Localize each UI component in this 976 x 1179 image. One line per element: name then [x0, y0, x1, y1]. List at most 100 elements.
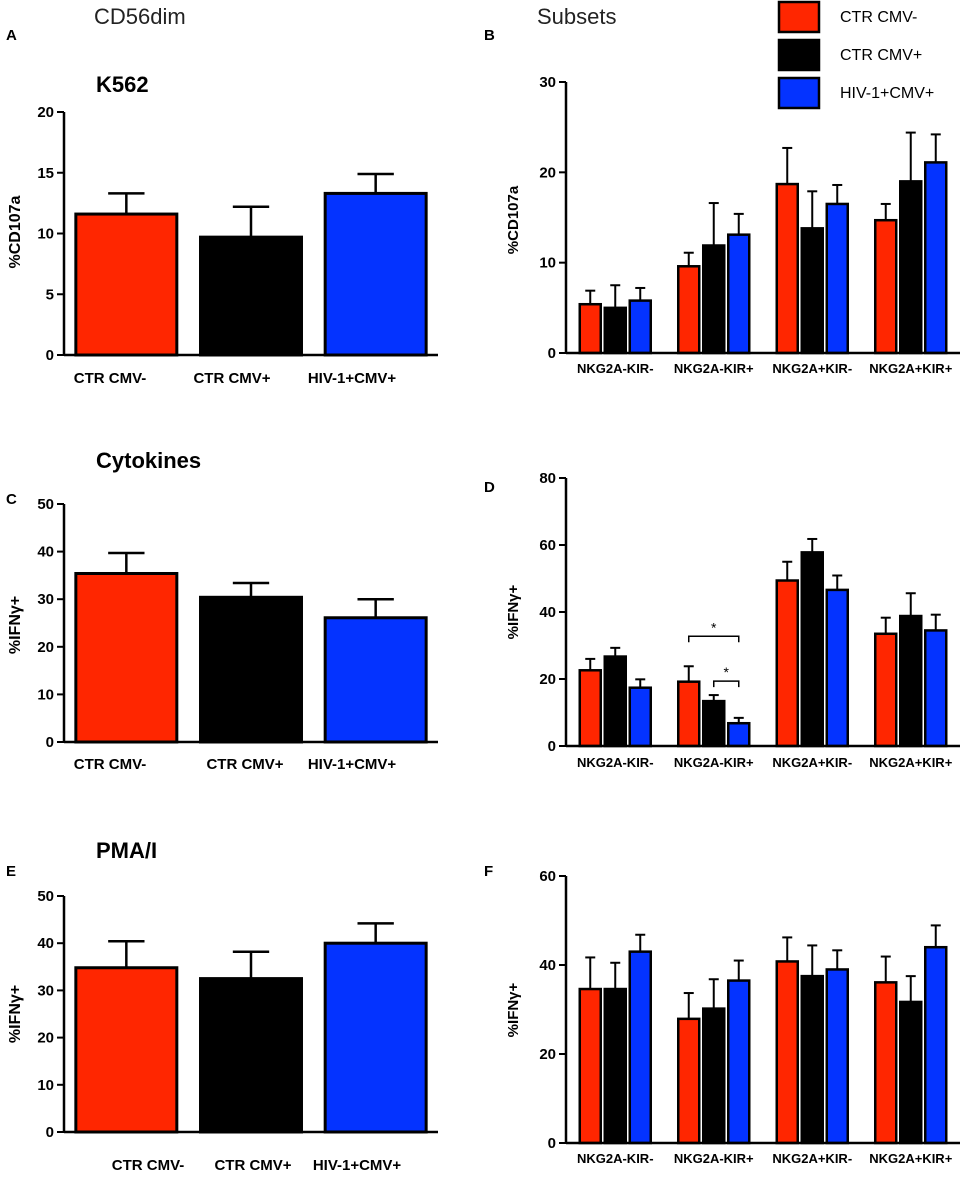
- x-tick-label: NKG2A+KIR+: [869, 1151, 952, 1166]
- bar: [578, 302, 602, 355]
- panel-title: K562: [96, 72, 149, 97]
- y-tick-label: 10: [37, 686, 54, 703]
- bar: [628, 950, 652, 1145]
- bar: [628, 686, 652, 748]
- significance-star: *: [724, 664, 730, 680]
- header-right: Subsets: [537, 4, 617, 29]
- x-tick-label: NKG2A-KIR-: [577, 755, 654, 770]
- x-tick-label: NKG2A-KIR+: [674, 361, 754, 376]
- panel-E: E PMA/I %IFNγ+ CTR CMV- CTR CMV+ HIV-1+CMV+ 0 1…: [6, 838, 438, 1174]
- y-tick-label: 20: [37, 1030, 54, 1047]
- bar: [74, 212, 179, 357]
- bar: [199, 235, 303, 357]
- legend-swatch: [777, 38, 821, 72]
- x-tick-label: NKG2A+KIR+: [869, 755, 952, 770]
- y-tick-label: 20: [37, 639, 54, 656]
- bar: [702, 244, 726, 355]
- bar: [825, 202, 849, 355]
- bar: [727, 721, 751, 748]
- y-tick-label: 60: [539, 868, 556, 885]
- bar: [323, 191, 428, 357]
- panel-label: D: [484, 479, 495, 496]
- x-tick-label: CTR CMV-: [74, 756, 147, 773]
- panel-A: A K562 %CD107a CTR CMV- CTR CMV+ HIV-1+CMV+ 0 5…: [6, 27, 438, 387]
- y-tick-label: 20: [37, 104, 54, 121]
- panel-label: C: [6, 491, 17, 508]
- bar: [603, 987, 627, 1145]
- y-tick-label: 0: [46, 347, 54, 364]
- bar: [924, 945, 948, 1145]
- x-tick-label: CTR CMV-: [74, 370, 147, 387]
- bar: [874, 632, 898, 748]
- x-tick-label: NKG2A+KIR-: [772, 755, 852, 770]
- bar: [628, 299, 652, 355]
- y-tick-label: 60: [539, 537, 556, 554]
- bar: [924, 629, 948, 748]
- bar: [677, 265, 701, 355]
- bar: [677, 1017, 701, 1145]
- legend-label: HIV-1+CMV+: [840, 85, 934, 102]
- x-tick-label: CTR CMV+: [206, 756, 283, 773]
- y-tick-label: 0: [548, 1135, 556, 1152]
- bar: [874, 981, 898, 1145]
- y-tick-label: 30: [37, 982, 54, 999]
- bar: [323, 616, 428, 744]
- legend-label: CTR CMV+: [840, 47, 922, 64]
- x-tick-label: NKG2A+KIR+: [869, 361, 952, 376]
- y-tick-label: 20: [539, 1046, 556, 1063]
- x-tick-label: NKG2A+KIR-: [772, 1151, 852, 1166]
- bar: [874, 218, 898, 355]
- x-tick-label: NKG2A-KIR+: [674, 755, 754, 770]
- bar: [800, 551, 824, 748]
- bar: [727, 979, 751, 1145]
- y-axis-label: %CD107a: [505, 185, 522, 254]
- x-tick-label: NKG2A-KIR+: [674, 1151, 754, 1166]
- y-tick-label: 40: [539, 604, 556, 621]
- x-tick-label: HIV-1+CMV+: [313, 1157, 402, 1174]
- bar: [578, 669, 602, 748]
- legend-label: CTR CMV-: [840, 9, 917, 26]
- bar: [74, 966, 179, 1134]
- panel-title: Cytokines: [96, 448, 201, 473]
- y-tick-label: 10: [37, 226, 54, 243]
- x-tick-label: CTR CMV-: [112, 1157, 185, 1174]
- panel-label: E: [6, 863, 16, 880]
- significance-star: *: [711, 619, 717, 635]
- significance-bracket: [713, 680, 740, 688]
- y-tick-label: 40: [539, 957, 556, 974]
- y-tick-label: 40: [37, 935, 54, 952]
- bar: [775, 182, 799, 355]
- y-tick-label: 80: [539, 470, 556, 487]
- legend: CTR CMV- CTR CMV+ HIV-1+CMV+: [777, 0, 934, 110]
- bar: [323, 941, 428, 1134]
- y-axis-label: %IFNγ+: [505, 584, 522, 639]
- panel-F: F %IFNγ+ NKG2A-KIR- NKG2A-KIR+ NKG2A+KIR- NKG…: [484, 863, 960, 1166]
- y-axis-label: %IFNγ+: [505, 982, 522, 1037]
- panel-B: B %CD107a NKG2A-KIR- NKG2A-KIR+ NKG2A+KIR- NK…: [484, 27, 960, 376]
- bar: [924, 161, 948, 355]
- panel-label: A: [6, 27, 17, 44]
- x-tick-label: NKG2A+KIR-: [772, 361, 852, 376]
- panel-C: C Cytokines %IFNγ+ CTR CMV- CTR CMV+ HIV-1+CM…: [6, 448, 438, 773]
- x-tick-label: NKG2A-KIR-: [577, 361, 654, 376]
- y-tick-label: 15: [37, 165, 54, 182]
- y-tick-label: 30: [37, 591, 54, 608]
- y-tick-label: 20: [539, 164, 556, 181]
- y-axis-label: %IFNγ+: [7, 596, 24, 654]
- bar: [800, 227, 824, 355]
- bar: [825, 588, 849, 748]
- bar: [702, 1007, 726, 1145]
- bar: [677, 680, 701, 748]
- legend-swatch: [777, 0, 821, 34]
- bar: [727, 233, 751, 355]
- bar: [603, 306, 627, 355]
- panel-D: D %IFNγ+ NKG2A-KIR- NKG2A-KIR+ NKG2A+KIR- NKG…: [484, 470, 960, 770]
- bar: [603, 655, 627, 748]
- header-left: CD56dim: [94, 4, 186, 29]
- y-tick-label: 30: [539, 74, 556, 91]
- y-axis-label: %CD107a: [7, 195, 24, 268]
- bar: [825, 968, 849, 1145]
- panel-title: PMA/I: [96, 838, 157, 863]
- bar: [199, 595, 303, 744]
